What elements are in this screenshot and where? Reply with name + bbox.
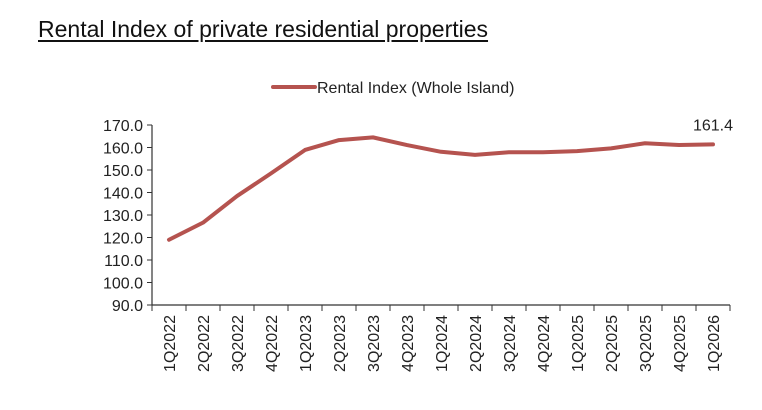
- y-tick-label: 110.0: [104, 253, 143, 270]
- x-tick-label: 3Q2023: [366, 315, 383, 372]
- y-tick-label: 90.0: [112, 298, 143, 315]
- series-line: [167, 135, 715, 242]
- chart-title: Rental Index of private residential prop…: [38, 16, 489, 42]
- y-tick-label: 160.0: [103, 141, 143, 158]
- x-tick-label: 3Q2022: [230, 315, 247, 372]
- x-tick-label: 4Q2022: [264, 315, 281, 372]
- x-tick-label: 1Q2022: [162, 315, 179, 372]
- x-tick-label: 1Q2024: [434, 315, 451, 372]
- y-tick-label: 140.0: [103, 186, 143, 203]
- x-tick-label: 3Q2025: [638, 315, 655, 372]
- x-tick-label: 3Q2024: [502, 315, 519, 372]
- y-tick-label: 100.0: [103, 276, 143, 293]
- x-tick-label: 2Q2025: [604, 315, 621, 372]
- y-tick-label: 170.0: [103, 118, 143, 135]
- x-tick-label: 1Q2025: [570, 315, 587, 372]
- x-tick-label: 1Q2023: [298, 315, 315, 372]
- data-label: 161.4: [693, 117, 733, 134]
- legend-label: Rental Index (Whole Island): [317, 80, 514, 97]
- x-tick-label: 2Q2022: [196, 315, 213, 372]
- x-tick-label: 4Q2024: [536, 315, 553, 372]
- x-tick-label: 4Q2025: [672, 315, 689, 372]
- x-tick-label: 2Q2023: [332, 315, 349, 372]
- x-tick-label: 1Q2026: [706, 315, 723, 372]
- x-tick-label: 4Q2023: [400, 315, 417, 372]
- x-tick-label: 2Q2024: [468, 315, 485, 372]
- y-tick-label: 120.0: [103, 231, 143, 248]
- y-tick-label: 150.0: [103, 163, 143, 180]
- y-tick-label: 130.0: [103, 208, 143, 225]
